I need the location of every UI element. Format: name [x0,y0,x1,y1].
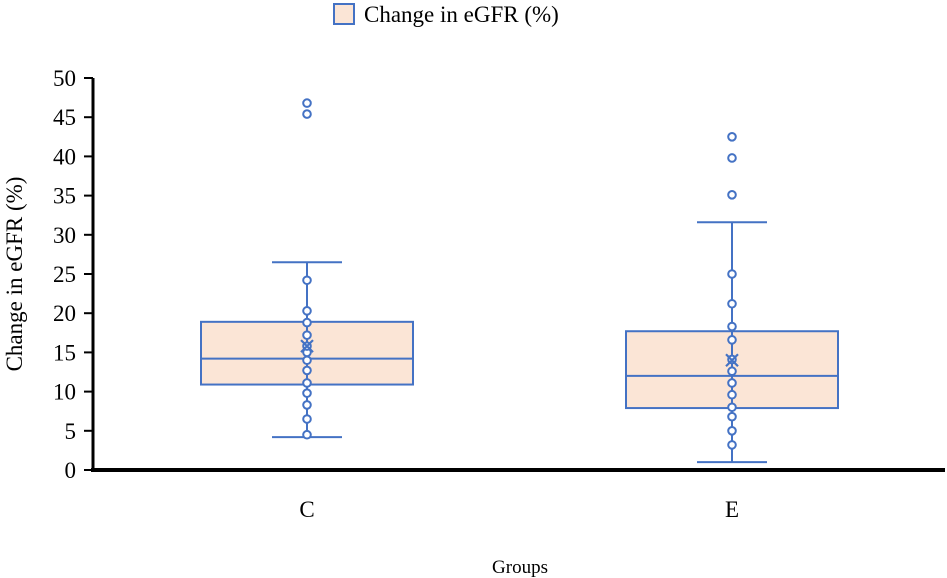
data-point [302,378,312,388]
data-point [727,153,737,163]
data-point [727,132,737,142]
data-point [727,411,737,422]
data-point [727,440,737,450]
y-tick-label: 20 [53,301,76,326]
data-point [727,366,737,377]
box-group [200,98,414,440]
data-point [727,402,737,413]
legend: Change in eGFR (%) [333,2,559,27]
x-tick-label: C [299,497,314,522]
y-tick-label: 25 [53,262,76,287]
data-point [727,378,737,388]
data-point [727,321,737,332]
y-axis-ticks: 0 5 10 15 20 25 30 35 40 45 50 [53,66,93,483]
y-tick-label: 0 [65,458,77,483]
y-tick-label: 45 [53,105,76,130]
data-point [302,330,312,340]
data-point [302,317,312,328]
data-point [727,335,737,345]
mean-marker [300,339,314,353]
legend-swatch [333,3,355,25]
data-point [727,190,737,200]
y-tick-label: 30 [53,223,76,248]
data-point [302,365,312,376]
data-point [302,429,312,440]
y-tick-label: 15 [53,340,76,365]
y-tick-label: 50 [53,66,76,91]
y-tick-label: 10 [53,380,76,405]
x-tick-label: E [725,497,739,522]
x-axis-title: Groups [492,557,548,578]
data-point [727,298,737,309]
data-point [302,306,312,316]
data-point [302,400,312,410]
data-point [302,414,312,424]
data-point [302,98,312,108]
data-point [302,388,312,398]
data-point [302,275,312,286]
data-point [727,269,737,279]
data-point [302,355,312,366]
data-point [727,426,737,436]
box-group [625,132,839,464]
y-tick-label: 40 [53,144,76,169]
plot-area [200,98,839,464]
y-tick-label: 5 [65,419,77,444]
data-point [727,389,737,400]
y-tick-label: 35 [53,184,76,209]
y-axis-title: Change in eGFR (%) [2,177,27,372]
legend-label: Change in eGFR (%) [364,2,559,27]
mean-marker [725,353,739,368]
data-point [302,109,312,119]
